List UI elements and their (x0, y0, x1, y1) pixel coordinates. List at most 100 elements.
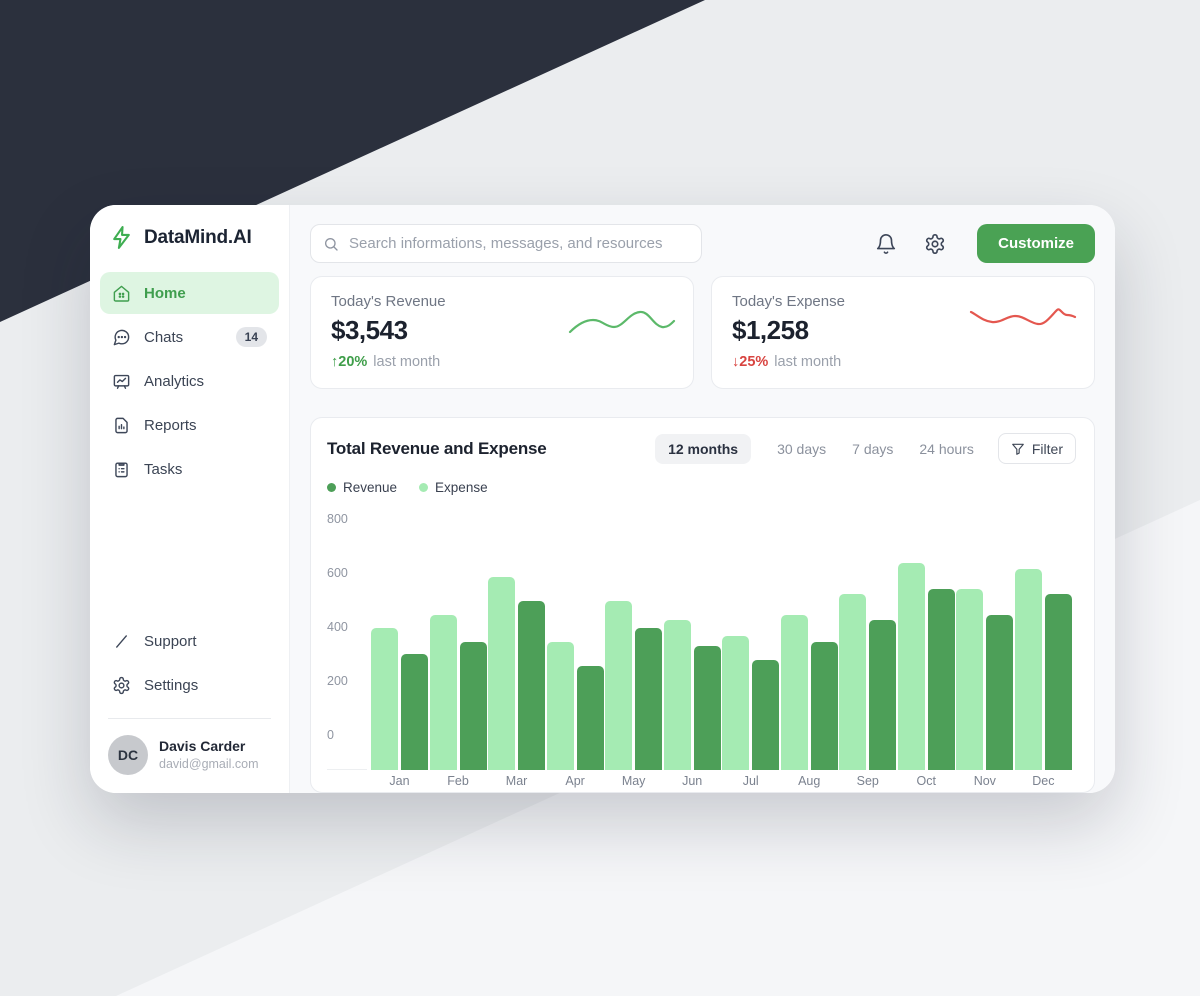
legend-item-revenue[interactable]: Revenue (327, 480, 397, 495)
bar-group-oct (897, 563, 955, 770)
range-tab-12-months[interactable]: 12 months (655, 433, 752, 464)
x-axis-label: Mar (505, 774, 528, 788)
sidebar-item-tasks[interactable]: Tasks (100, 448, 279, 490)
bar-expense-jan[interactable] (371, 628, 398, 770)
revenue-stat-card: Today's Revenue $3,543 ↑20% last month (310, 276, 694, 389)
bar-revenue-mar[interactable] (518, 601, 546, 770)
stat-delta-value: ↓25% (732, 354, 769, 370)
legend-item-expense[interactable]: Expense (419, 480, 488, 495)
bar-expense-jun[interactable] (663, 619, 691, 770)
bar-revenue-nov[interactable] (986, 614, 1014, 770)
x-axis-label: Oct (916, 774, 936, 788)
bar-expense-aug[interactable] (780, 614, 808, 770)
range-tab-7-days[interactable]: 7 days (852, 440, 894, 457)
legend-dot (419, 483, 429, 492)
sidebar-item-chats[interactable]: Chats 14 (100, 316, 279, 358)
home-icon (113, 285, 130, 302)
bar-revenue-feb[interactable] (459, 641, 487, 770)
sidebar: DataMind.AI Home Chats 14 Analytics Repo… (90, 205, 290, 793)
analytics-icon (113, 374, 130, 389)
user-email: david@gmail.com (159, 756, 259, 771)
x-axis-label: Nov (973, 774, 996, 788)
x-axis-label: Jul (742, 774, 759, 788)
bar-expense-sep[interactable] (839, 594, 867, 770)
sidebar-item-label: Analytics (144, 372, 205, 390)
brand-name: DataMind.AI (144, 226, 252, 248)
sidebar-item-settings[interactable]: Settings (100, 664, 279, 706)
x-axis-label: Jan (389, 774, 410, 788)
bar-chart: 800 600 400 200 0 Jan Feb Mar Apr May Jun Jul Aug Se… (327, 505, 1076, 792)
filter-label: Filter (1031, 440, 1063, 457)
bar-revenue-aug[interactable] (810, 641, 838, 770)
bar-revenue-jan[interactable] (401, 653, 428, 770)
sidebar-item-home[interactable]: Home (100, 272, 279, 314)
sidebar-item-label: Home (144, 284, 186, 302)
bar-plot (367, 505, 1076, 770)
chart-legend: Revenue Expense (327, 480, 1076, 495)
stat-value: $3,543 (331, 315, 408, 345)
range-tab-30-days[interactable]: 30 days (777, 440, 827, 457)
range-tab-24-hours[interactable]: 24 hours (919, 440, 974, 457)
sidebar-item-label: Reports (144, 416, 197, 434)
chart-title: Total Revenue and Expense (327, 438, 547, 458)
chat-icon (113, 329, 130, 345)
legend-dot (327, 483, 336, 492)
bar-revenue-oct[interactable] (927, 588, 955, 770)
sidebar-item-label: Chats (144, 328, 184, 346)
bar-group-jan (371, 628, 428, 770)
bar-group-may (605, 601, 663, 770)
chats-count-badge: 14 (235, 327, 267, 347)
bar-expense-dec[interactable] (1014, 568, 1042, 770)
bar-revenue-jul[interactable] (752, 660, 780, 770)
sidebar-divider (108, 718, 271, 719)
bar-group-feb (429, 614, 487, 770)
notifications-button[interactable] (869, 227, 903, 261)
up-arrow-icon: ↑ (331, 354, 339, 370)
y-axis-label: 600 (327, 566, 348, 580)
bar-group-mar (488, 576, 546, 770)
bar-expense-apr[interactable] (546, 641, 574, 770)
support-icon (116, 634, 127, 648)
tasks-icon (115, 461, 128, 477)
sidebar-item-label: Tasks (144, 460, 183, 478)
stat-label: Today's Expense (732, 293, 845, 310)
down-arrow-icon: ↓ (732, 354, 740, 370)
sidebar-item-analytics[interactable]: Analytics (100, 360, 279, 402)
stat-delta-value: ↑20% (331, 354, 368, 370)
user-profile[interactable]: DC Davis Carder david@gmail.com (100, 731, 279, 775)
revenue-sparkline (568, 310, 676, 334)
stats-row: Today's Revenue $3,543 ↑20% last month T… (310, 276, 1095, 389)
bar-revenue-jun[interactable] (693, 645, 721, 770)
bar-revenue-dec[interactable] (1044, 594, 1072, 770)
bar-revenue-sep[interactable] (869, 619, 897, 770)
app-window: DataMind.AI Home Chats 14 Analytics Repo… (90, 205, 1115, 793)
funnel-icon (1012, 443, 1024, 455)
search-input[interactable] (310, 224, 702, 263)
bar-expense-may[interactable] (605, 601, 633, 770)
bar-expense-mar[interactable] (488, 576, 516, 770)
y-axis-label: 800 (327, 512, 348, 526)
bar-expense-feb[interactable] (429, 614, 457, 770)
customize-button[interactable]: Customize (977, 224, 1095, 263)
settings-button[interactable] (918, 227, 952, 261)
y-axis-label: 400 (327, 620, 348, 634)
sidebar-item-support[interactable]: Support (100, 620, 279, 662)
bar-expense-oct[interactable] (897, 563, 925, 770)
bar-expense-nov[interactable] (956, 588, 984, 770)
bar-expense-jul[interactable] (722, 636, 750, 770)
bar-group-sep (839, 594, 897, 770)
x-axis: Jan Feb Mar Apr May Jun Jul Aug Sep Oct Nov Dec (367, 770, 1076, 792)
x-axis-label: Sep (856, 774, 879, 788)
user-name: Davis Carder (159, 738, 246, 755)
legend-label: Expense (435, 480, 488, 495)
bell-icon (877, 233, 896, 254)
report-icon (115, 417, 128, 433)
expense-stat-card: Today's Expense $1,258 ↓25% last month (711, 276, 1095, 389)
gear-icon (926, 233, 945, 254)
chart-card: Total Revenue and Expense 12 months 30 da… (310, 417, 1095, 793)
filter-button[interactable]: Filter (997, 433, 1076, 464)
sidebar-item-reports[interactable]: Reports (100, 404, 279, 446)
bar-revenue-apr[interactable] (576, 665, 604, 770)
stat-label: Today's Revenue (331, 293, 446, 310)
bar-revenue-may[interactable] (635, 628, 663, 770)
